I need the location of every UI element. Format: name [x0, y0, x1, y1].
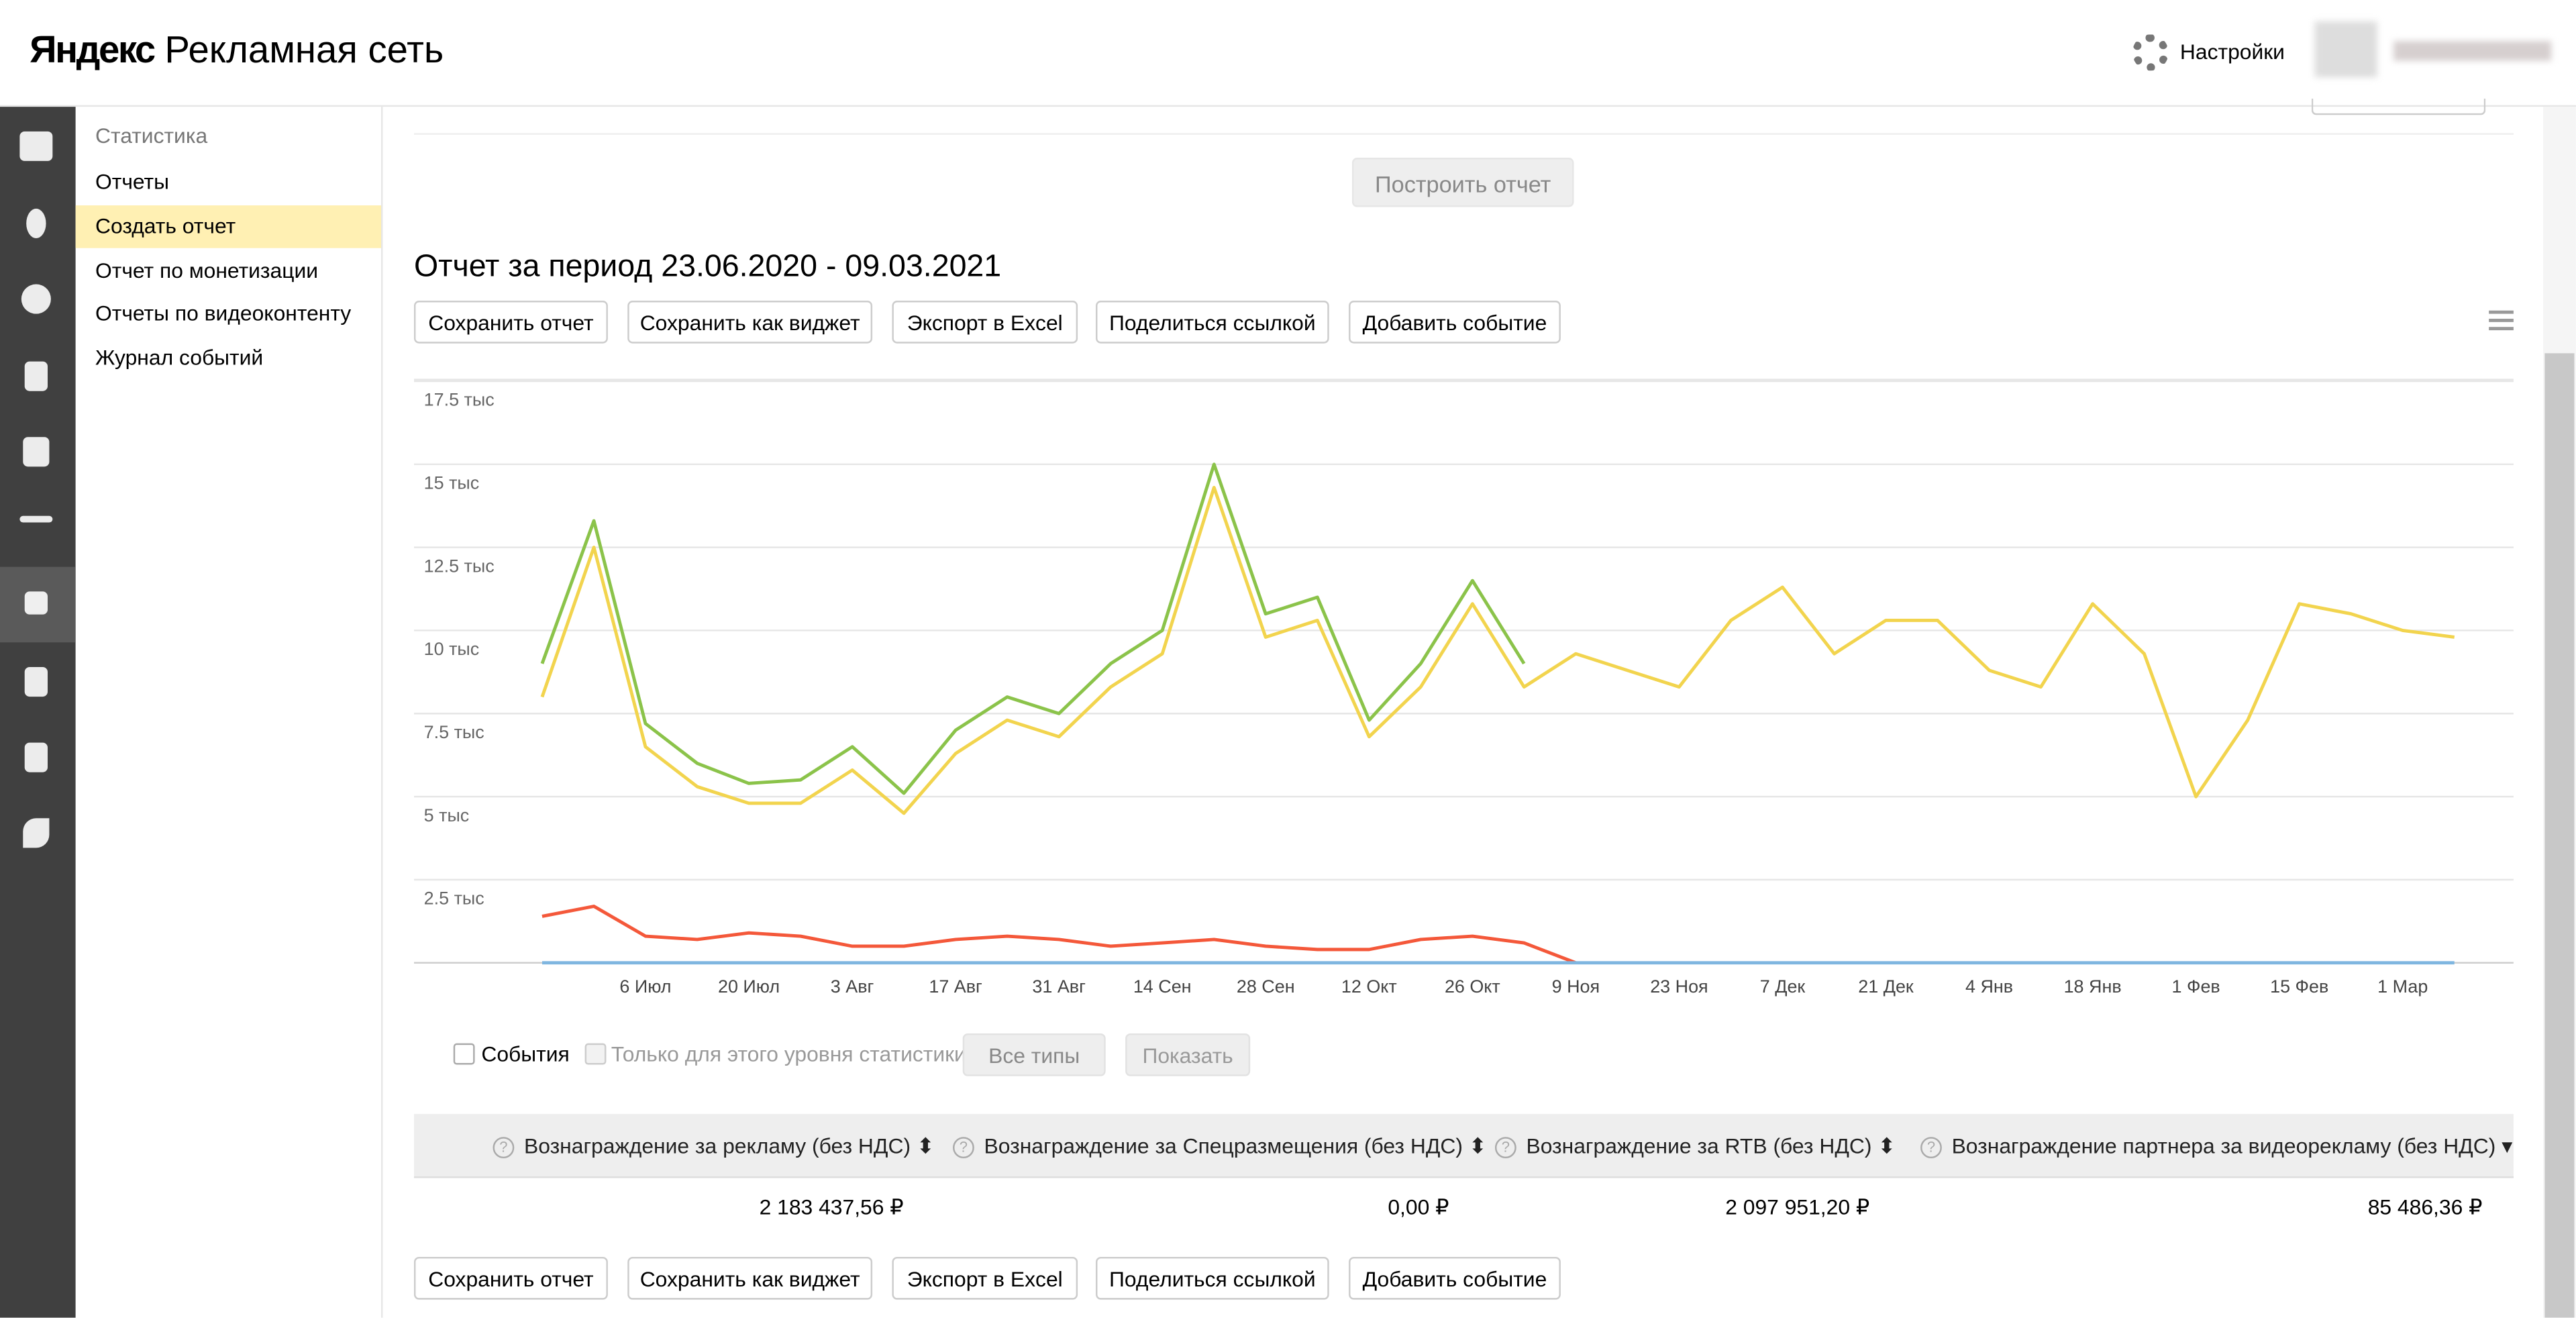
y-tick-label: 10 тыс	[424, 639, 480, 659]
x-tick-label: 12 Окт	[1341, 976, 1397, 997]
submenu-title: Статистика	[95, 123, 208, 148]
y-tick-label: 2.5 тыс	[424, 889, 484, 909]
column-title: Вознаграждение партнера за видеорекламу …	[1951, 1133, 2496, 1159]
menu-item[interactable]: Журнал событий	[95, 345, 264, 370]
events-label[interactable]: События	[481, 1042, 570, 1066]
table-cell: 2 097 951,20 ₽	[1725, 1194, 1870, 1219]
show-button[interactable]: Показать	[1125, 1033, 1251, 1076]
x-tick-label: 1 Фев	[2172, 976, 2220, 997]
table-header	[413, 1113, 2514, 1178]
nav-icon[interactable]	[24, 742, 48, 772]
x-tick-label: 15 Фев	[2270, 976, 2328, 997]
action-button[interactable]: Добавить событие	[1349, 1256, 1561, 1300]
nav-icon[interactable]	[23, 437, 50, 467]
action-button[interactable]: Сохранить как виджет	[627, 1256, 873, 1300]
action-button[interactable]: Поделиться ссылкой	[1096, 1256, 1329, 1300]
x-tick-label: 31 Авг	[1032, 976, 1086, 997]
y-tick-label: 17.5 тыс	[424, 390, 495, 410]
top-bar	[0, 0, 2576, 107]
column-header[interactable]: ? Вознаграждение за Спецразмещения (без Н…	[953, 1133, 1487, 1160]
column-header[interactable]: ? Вознаграждение за RTB (без НДС) ⬍	[1494, 1133, 1896, 1160]
level-checkbox[interactable]	[584, 1043, 607, 1065]
series-line	[540, 462, 1526, 795]
x-tick-label: 26 Окт	[1445, 976, 1500, 997]
help-icon[interactable]: ?	[1494, 1137, 1516, 1159]
menu-item[interactable]: Отчеты по видеоконтенту	[95, 301, 352, 325]
nav-icon[interactable]	[21, 284, 51, 314]
x-tick-label: 6 Июл	[619, 976, 671, 997]
action-button[interactable]: Сохранить как виджет	[627, 301, 873, 344]
chart: 2.5 тыс 5 тыс 7.5 тыс 10 тыс 12.5 тыс 15 тыс 1…	[413, 378, 2514, 997]
y-tick-label: 7.5 тыс	[424, 722, 484, 742]
column-header[interactable]: ? Вознаграждение за рекламу (без НДС) ⬍	[493, 1133, 935, 1160]
x-tick-label: 9 Ноя	[1552, 976, 1600, 997]
chart-settings-icon[interactable]	[2489, 310, 2514, 314]
column-title: Вознаграждение за RTB (без НДС)	[1526, 1133, 1872, 1159]
menu-item-active[interactable]: Создать отчет	[75, 205, 382, 248]
column-header[interactable]: ? Вознаграждение партнера за видеорекламу…	[1920, 1133, 2512, 1160]
menu-item[interactable]: Отчет по монетизации	[95, 258, 319, 283]
help-icon[interactable]: ?	[493, 1137, 515, 1159]
types-dropdown[interactable]: Все типы	[962, 1033, 1106, 1076]
action-button[interactable]: Поделиться ссылкой	[1096, 301, 1329, 344]
nav-icon[interactable]	[24, 591, 48, 615]
x-tick-label: 4 Янв	[1965, 976, 2013, 997]
action-button[interactable]: Добавить событие	[1349, 301, 1561, 344]
y-tick-label: 12.5 тыс	[424, 556, 495, 576]
x-tick-label: 17 Авг	[929, 976, 982, 997]
logo-product: Рекламная сеть	[164, 28, 444, 71]
control-edge	[2311, 98, 2486, 115]
column-title: Вознаграждение за рекламу (без НДС)	[524, 1133, 911, 1159]
avatar[interactable]	[2314, 21, 2377, 78]
user-name[interactable]	[2393, 41, 2552, 61]
level-label[interactable]: Только для этого уровня статистики	[611, 1042, 966, 1066]
build-report-button[interactable]: Построить отчет	[1351, 158, 1574, 207]
action-button[interactable]: Сохранить отчет	[413, 301, 608, 344]
action-button[interactable]: Экспорт в Excel	[892, 1256, 1078, 1300]
x-tick-label: 14 Сен	[1133, 976, 1192, 997]
column-title: Вознаграждение за Спецразмещения (без НД…	[984, 1133, 1463, 1159]
x-tick-label: 21 Дек	[1858, 976, 1914, 997]
series-line	[542, 905, 1577, 964]
x-tick-label: 20 Июл	[718, 976, 780, 997]
settings-icon[interactable]	[2132, 34, 2169, 71]
nav-icon[interactable]	[19, 131, 53, 161]
table-cell: 85 486,36 ₽	[2367, 1194, 2483, 1219]
nav-icon[interactable]	[23, 818, 50, 848]
action-button[interactable]: Сохранить отчет	[413, 1256, 608, 1300]
help-icon[interactable]: ?	[953, 1137, 974, 1159]
events-checkbox[interactable]	[453, 1043, 475, 1065]
series-line	[540, 485, 2455, 815]
nav-icon[interactable]	[19, 515, 53, 523]
x-tick-label: 23 Ноя	[1650, 976, 1708, 997]
logo[interactable]: Яндекс Рекламная сеть	[30, 28, 444, 72]
nav-icon[interactable]	[26, 208, 46, 239]
y-tick-label: 5 тыс	[424, 805, 470, 825]
table-cell: 2 183 437,56 ₽	[759, 1194, 904, 1219]
divider	[413, 133, 2514, 135]
settings-link[interactable]: Настройки	[2179, 39, 2285, 64]
x-tick-label: 28 Сен	[1237, 976, 1295, 997]
y-tick-label: 15 тыс	[424, 473, 480, 493]
nav-icon[interactable]	[24, 667, 48, 697]
report-title: Отчет за период 23.06.2020 - 09.03.2021	[413, 250, 1002, 285]
x-tick-label: 7 Дек	[1760, 976, 1806, 997]
x-tick-label: 3 Авг	[831, 976, 874, 997]
logo-brand: Яндекс	[30, 28, 156, 71]
scrollbar-thumb[interactable]	[2544, 353, 2575, 1318]
action-button[interactable]: Экспорт в Excel	[892, 301, 1078, 344]
table-cell: 0,00 ₽	[1388, 1194, 1449, 1219]
x-tick-label: 1 Мар	[2377, 976, 2428, 997]
help-icon[interactable]: ?	[1920, 1137, 1942, 1159]
x-tick-label: 18 Янв	[2064, 976, 2122, 997]
menu-item[interactable]: Отчеты	[95, 169, 170, 194]
submenu-border	[381, 107, 383, 1318]
nav-icon[interactable]	[24, 361, 48, 391]
